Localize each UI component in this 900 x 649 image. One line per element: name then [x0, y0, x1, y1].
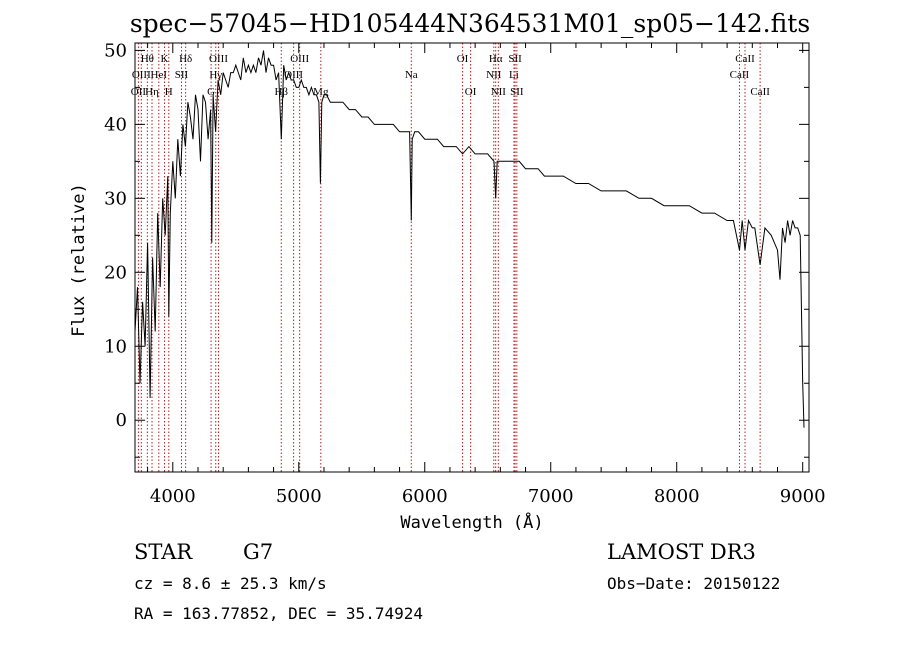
line-marker-label-8: Hδ [179, 53, 192, 65]
line-marker-label-12: Hβ [274, 86, 288, 98]
x-tick-label-2: 6000 [402, 486, 448, 507]
line-marker-label-14: OIII [290, 53, 309, 65]
line-marker-label-21: NII [491, 86, 507, 98]
line-marker-label-11: OIII [209, 53, 228, 65]
line-marker-label-3: Hη [145, 86, 159, 98]
line-marker-label-27: CaII [750, 86, 770, 98]
plot-frame [134, 42, 810, 473]
line-marker-label-22: Li [509, 69, 519, 81]
y-tick-label-2: 20 [104, 262, 127, 283]
x-tick-label-0: 4000 [150, 486, 196, 507]
coords-text: RA = 163.77852, DEC = 35.74924 [134, 604, 423, 623]
x-tick-label-4: 8000 [654, 486, 700, 507]
x-axis-label: Wavelength (Å) [400, 511, 543, 533]
y-tick-label-5: 50 [104, 40, 127, 61]
redshift-text: cz = 8.6 ± 25.3 km/s [134, 574, 327, 593]
line-marker-label-23: SII [508, 53, 522, 65]
y-tick-label-4: 40 [104, 114, 127, 135]
line-marker-label-15: Mg [313, 86, 329, 98]
x-tick-label-1: 5000 [276, 486, 322, 507]
line-marker-label-19: NII [486, 69, 502, 81]
obs-date: Obs−Date: 20150122 [607, 574, 780, 593]
line-marker-label-5: K [161, 53, 169, 65]
line-marker-label-4: HeI [151, 69, 168, 81]
y-tick-label-0: 0 [116, 410, 127, 431]
line-marker-label-10: Hγ [209, 69, 222, 81]
line-marker-label-16: Na [405, 69, 418, 81]
axis-ticks [135, 43, 809, 472]
survey-name: LAMOST DR3 [607, 540, 756, 564]
line-marker-label-20: Hα [489, 53, 503, 65]
y-axis-label: Flux (relative) [69, 183, 89, 337]
line-marker-label-24: SII [510, 86, 524, 98]
object-class: STAR [134, 540, 193, 564]
line-marker-label-1: OIII [132, 69, 151, 81]
chart-title: spec−57045−HD105444N364531M01_sp05−142.f… [130, 9, 810, 38]
y-tick-label-3: 30 [104, 188, 127, 209]
spectral-line-labels: OIIOIIIHθHηHeIKHSIIHδGHγOIIIHβOIIIOIIIMg… [131, 53, 770, 98]
y-tick-label-1: 10 [104, 336, 127, 357]
line-marker-label-17: OI [457, 53, 469, 65]
line-marker-label-13: OIII [284, 69, 303, 81]
x-tick-label-3: 7000 [528, 486, 574, 507]
line-marker-label-7: SII [175, 69, 189, 81]
object-subclass: G7 [243, 540, 273, 564]
line-marker-label-6: H [165, 86, 173, 98]
spectral-line-markers [137, 43, 761, 472]
axis-tick-labels: 4000 5000 6000 7000 8000 9000 0 10 20 30 40 50 [104, 40, 826, 507]
line-marker-label-2: Hθ [141, 53, 154, 65]
line-marker-label-25: CaII [730, 69, 750, 81]
spectrum-line [134, 50, 805, 428]
line-marker-label-18: OI [465, 86, 477, 98]
x-tick-label-5: 9000 [780, 486, 826, 507]
line-marker-label-26: CaII [735, 53, 755, 65]
line-marker-label-9: G [207, 86, 215, 98]
